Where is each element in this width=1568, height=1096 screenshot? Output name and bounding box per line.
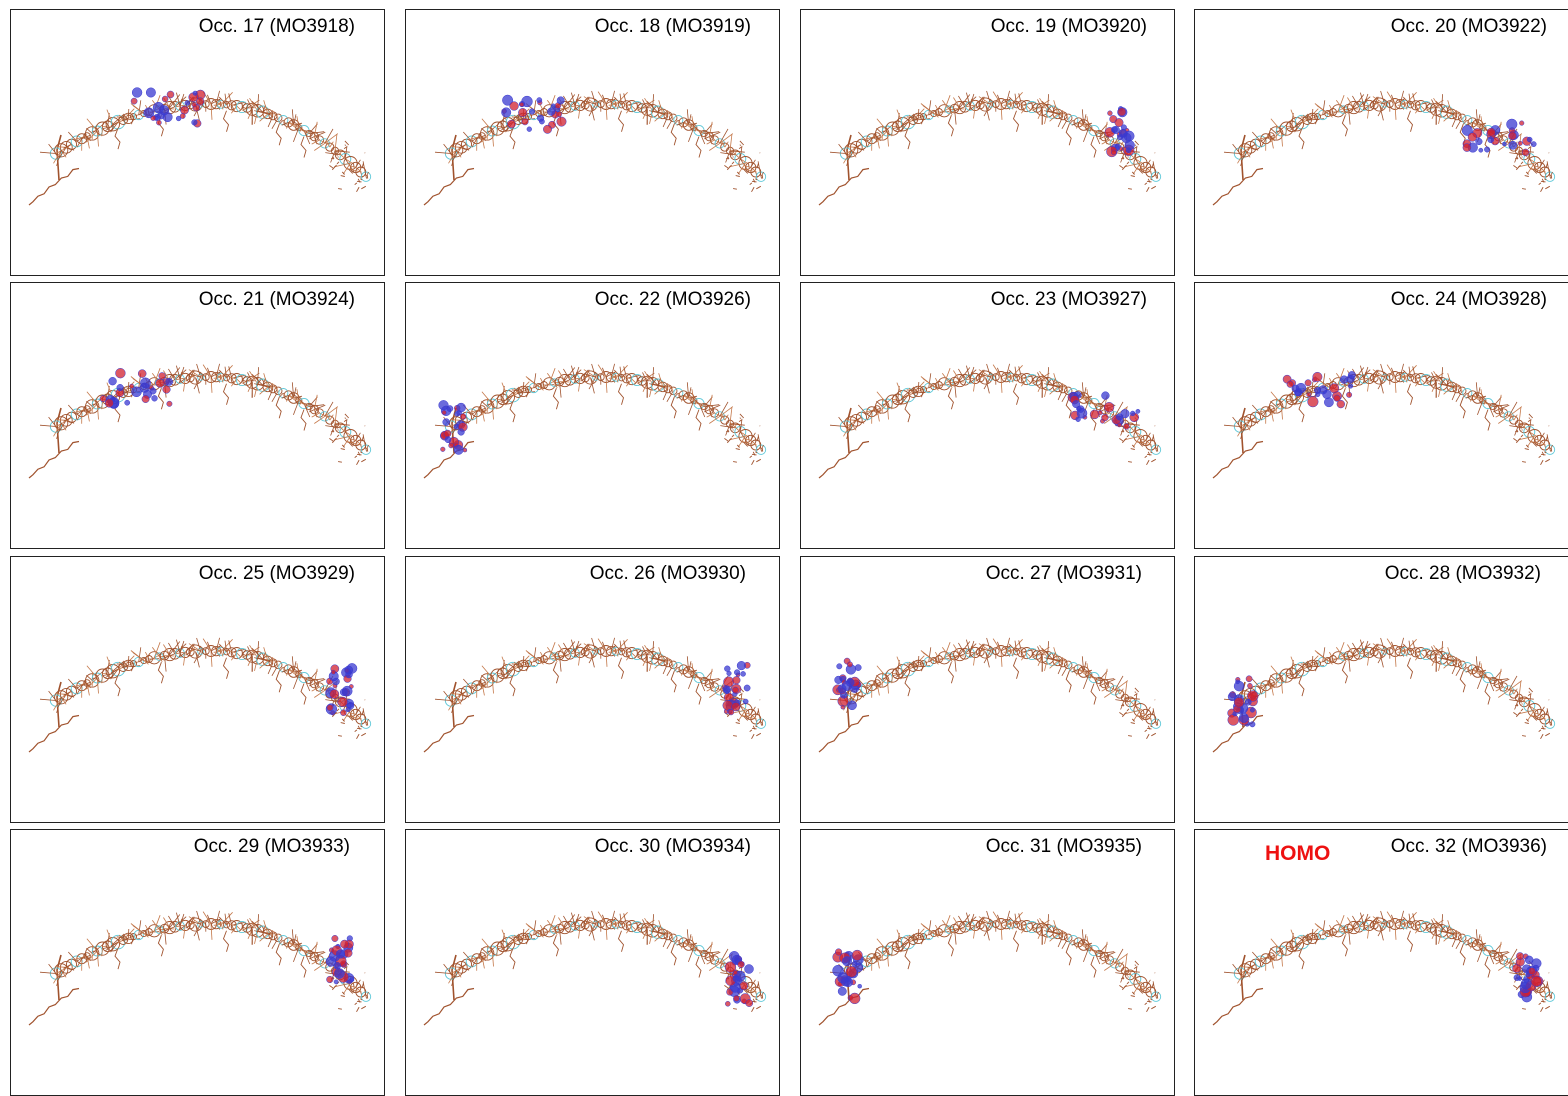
panel-label: Occ. 25 (MO3929) — [199, 563, 355, 585]
molecule-structure — [406, 283, 780, 549]
panel-label: Occ. 31 (MO3935) — [986, 836, 1142, 858]
orbital-panel: Occ. 26 (MO3930) — [405, 556, 780, 823]
panel-label: Occ. 19 (MO3920) — [991, 16, 1147, 38]
panel-label: Occ. 23 (MO3927) — [991, 289, 1147, 311]
panel-label: Occ. 27 (MO3931) — [986, 563, 1142, 585]
orbital-panel: Occ. 29 (MO3933) — [10, 829, 385, 1096]
panel-label: Occ. 28 (MO3932) — [1385, 563, 1541, 585]
panel-label: Occ. 20 (MO3922) — [1391, 16, 1547, 38]
panel-label: Occ. 21 (MO3924) — [199, 289, 355, 311]
panel-label: Occ. 30 (MO3934) — [595, 836, 751, 858]
molecule-structure — [11, 10, 385, 276]
molecule-structure — [1195, 283, 1568, 549]
panel-label: Occ. 17 (MO3918) — [199, 16, 355, 38]
molecule-structure — [406, 830, 780, 1096]
molecule-structure — [1195, 10, 1568, 276]
orbital-panel: Occ. 23 (MO3927) — [800, 282, 1175, 549]
panel-label: Occ. 32 (MO3936) — [1391, 836, 1547, 858]
molecule-structure — [801, 830, 1175, 1096]
molecule-structure — [1195, 830, 1568, 1096]
molecule-structure — [801, 10, 1175, 276]
orbital-panel: Occ. 24 (MO3928) — [1194, 282, 1568, 549]
panel-label: Occ. 26 (MO3930) — [590, 563, 746, 585]
orbital-panel: Occ. 31 (MO3935) — [800, 829, 1175, 1096]
molecule-structure — [11, 283, 385, 549]
orbital-panel: Occ. 25 (MO3929) — [10, 556, 385, 823]
panel-label: Occ. 22 (MO3926) — [595, 289, 751, 311]
panel-label: Occ. 29 (MO3933) — [194, 836, 350, 858]
molecule-structure — [1195, 557, 1568, 823]
molecule-structure — [406, 557, 780, 823]
orbital-panel: Occ. 32 (MO3936) HOMO — [1194, 829, 1568, 1096]
orbital-panel: Occ. 22 (MO3926) — [405, 282, 780, 549]
panel-label: Occ. 24 (MO3928) — [1391, 289, 1547, 311]
panel-label: Occ. 18 (MO3919) — [595, 16, 751, 38]
orbital-panel: Occ. 17 (MO3918) — [10, 9, 385, 276]
orbital-panel: Occ. 18 (MO3919) — [405, 9, 780, 276]
orbital-panel: Occ. 30 (MO3934) — [405, 829, 780, 1096]
molecule-structure — [11, 557, 385, 823]
orbital-panel: Occ. 20 (MO3922) — [1194, 9, 1568, 276]
orbital-panel: Occ. 21 (MO3924) — [10, 282, 385, 549]
orbital-panel: Occ. 27 (MO3931) — [800, 556, 1175, 823]
molecule-structure — [801, 557, 1175, 823]
orbital-panel: Occ. 28 (MO3932) — [1194, 556, 1568, 823]
homo-tag: HOMO — [1265, 842, 1330, 866]
molecule-structure — [11, 830, 385, 1096]
molecule-structure — [801, 283, 1175, 549]
orbital-panel: Occ. 19 (MO3920) — [800, 9, 1175, 276]
molecule-structure — [406, 10, 780, 276]
